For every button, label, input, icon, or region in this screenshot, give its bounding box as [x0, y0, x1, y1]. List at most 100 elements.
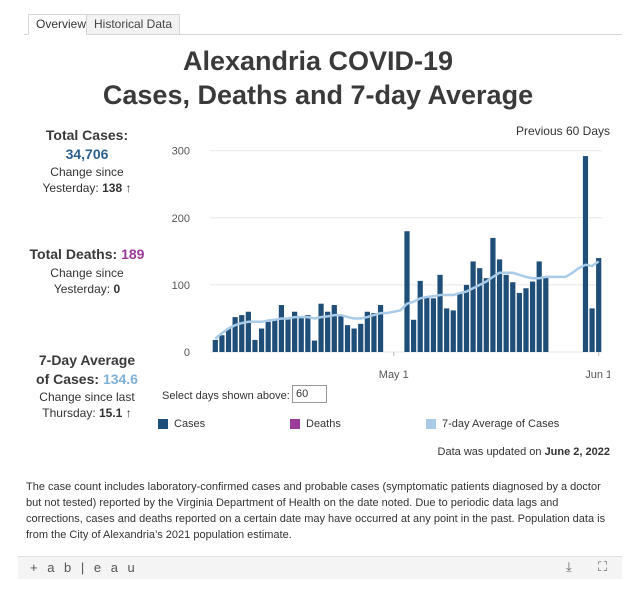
case-bar[interactable]: [252, 339, 258, 352]
arrow-up-icon: ↑: [125, 181, 132, 195]
case-bar[interactable]: [278, 305, 285, 352]
case-bar[interactable]: [344, 325, 351, 352]
page-title-line2: Cases, Deaths and 7-day Average: [102, 80, 534, 110]
seven-day-average-kpi: 7-Day Average of Cases: 134.6 Change sin…: [14, 352, 160, 420]
case-bar[interactable]: [411, 319, 417, 352]
tableau-logo[interactable]: + a b | e a u: [30, 560, 138, 575]
case-bar[interactable]: [338, 315, 344, 352]
case-bar[interactable]: [232, 317, 238, 352]
case-bar[interactable]: [285, 318, 291, 352]
case-bar[interactable]: [239, 315, 245, 352]
cases-chart[interactable]: 0 100 200 300 May 1 Jun 1: [160, 140, 610, 382]
total-deaths-change-label: Change since: [50, 266, 124, 280]
case-bar[interactable]: [358, 323, 364, 352]
case-bar[interactable]: [245, 311, 251, 352]
case-bar[interactable]: [529, 281, 536, 352]
case-bar[interactable]: [444, 308, 450, 352]
case-bar[interactable]: [325, 311, 331, 352]
tab-historical-data[interactable]: Historical Data: [86, 14, 181, 35]
case-bar[interactable]: [490, 237, 496, 352]
case-bar[interactable]: [523, 288, 529, 352]
legend-item-deaths[interactable]: Deaths: [290, 418, 341, 430]
case-bar[interactable]: [483, 278, 489, 352]
case-bar[interactable]: [437, 274, 443, 352]
total-deaths-change: Yesterday: 0: [14, 282, 160, 296]
seven-day-average-change-label: Change since last: [39, 390, 135, 404]
case-bar[interactable]: [470, 261, 476, 352]
case-bar[interactable]: [331, 305, 337, 352]
page-title-line1: Alexandria COVID-19: [182, 46, 454, 76]
tab-overview[interactable]: Overview: [28, 14, 95, 35]
case-bar[interactable]: [265, 321, 271, 352]
case-bar[interactable]: [272, 319, 278, 352]
case-bar[interactable]: [457, 292, 463, 352]
total-cases-change-prefix: Yesterday:: [42, 181, 99, 195]
download-icon[interactable]: ⤓: [566, 559, 572, 574]
total-cases-change-label: Change since: [50, 165, 124, 179]
seven-day-average-change: Thursday: 15.1 ↑: [14, 406, 160, 420]
tableau-toolbar: + a b | e a u ⤓ ⛶: [18, 556, 622, 579]
case-bar[interactable]: [377, 305, 384, 352]
legend-label-seven-day-average: 7-day Average of Cases: [442, 418, 560, 430]
case-bar[interactable]: [496, 259, 503, 352]
case-bar[interactable]: [292, 311, 298, 352]
y-tick-label: 200: [172, 213, 190, 225]
case-bar[interactable]: [212, 339, 218, 352]
case-bar[interactable]: [351, 328, 357, 352]
case-bar[interactable]: [318, 303, 324, 352]
days-input[interactable]: 60: [292, 385, 327, 403]
select-days-label: Select days shown above:: [162, 390, 290, 402]
case-bar[interactable]: [219, 335, 225, 352]
case-bar[interactable]: [404, 231, 410, 352]
seven-day-average-value: 134.6: [102, 371, 138, 387]
seven-day-average-line[interactable]: [214, 260, 600, 340]
data-disclaimer: The case count includes laboratory-confi…: [26, 481, 606, 541]
data-updated-date: June 2, 2022: [544, 446, 610, 458]
case-bar[interactable]: [589, 308, 595, 352]
case-bar[interactable]: [477, 268, 483, 352]
case-bar[interactable]: [424, 296, 430, 352]
fullscreen-icon[interactable]: ⛶: [598, 559, 608, 574]
arrow-up-icon: ↑: [125, 406, 132, 420]
case-bar[interactable]: [536, 261, 542, 352]
cases-swatch: [158, 419, 168, 429]
seven-day-average-change-value: 15.1: [99, 406, 123, 420]
legend-item-seven-day-average[interactable]: 7-day Average of Cases: [426, 418, 559, 430]
case-bar[interactable]: [298, 317, 304, 352]
seven-day-average-swatch: [426, 419, 436, 429]
case-bar[interactable]: [430, 298, 437, 352]
legend-item-cases[interactable]: Cases: [158, 418, 205, 430]
y-tick-label: 100: [172, 280, 190, 292]
case-bar[interactable]: [364, 311, 370, 352]
tableau-logo-text: + a b | e a u: [30, 560, 138, 575]
case-bar[interactable]: [371, 313, 377, 352]
tab-bar: Overview Historical Data: [24, 14, 622, 35]
total-deaths-change-prefix: Yesterday:: [53, 282, 111, 296]
total-cases-kpi: Total Cases: 34,706 Change since Yesterd…: [14, 127, 160, 195]
case-bar[interactable]: [596, 258, 602, 352]
case-bar[interactable]: [311, 340, 318, 352]
case-bar[interactable]: [305, 315, 311, 352]
data-updated-prefix: Data was updated on: [437, 446, 542, 458]
case-bar[interactable]: [516, 292, 522, 352]
total-deaths-kpi: Total Deaths: 189 Change since Yesterday…: [14, 246, 160, 296]
case-bar[interactable]: [225, 328, 232, 352]
x-tick-label: Jun 1: [585, 369, 610, 381]
total-cases-label: Total Cases:: [45, 127, 129, 143]
case-bar[interactable]: [450, 310, 456, 352]
case-bar[interactable]: [503, 274, 509, 352]
legend-label-cases: Cases: [174, 418, 206, 430]
case-bar[interactable]: [258, 328, 265, 352]
case-bar[interactable]: [510, 282, 516, 352]
case-bar[interactable]: [582, 156, 589, 352]
case-bar[interactable]: [463, 284, 470, 352]
seven-day-average-label-line2: of Cases:: [36, 371, 100, 387]
case-bar[interactable]: [417, 280, 423, 352]
seven-day-average-change-prefix: Thursday:: [42, 406, 96, 420]
total-deaths-value: 189: [121, 246, 145, 262]
seven-day-average-label-line1: 7-Day Average: [38, 352, 136, 368]
range-label: Previous 60 Days: [515, 124, 610, 138]
case-bar[interactable]: [543, 276, 549, 352]
total-cases-value: 34,706: [65, 146, 109, 162]
y-tick-label: 300: [172, 146, 190, 158]
